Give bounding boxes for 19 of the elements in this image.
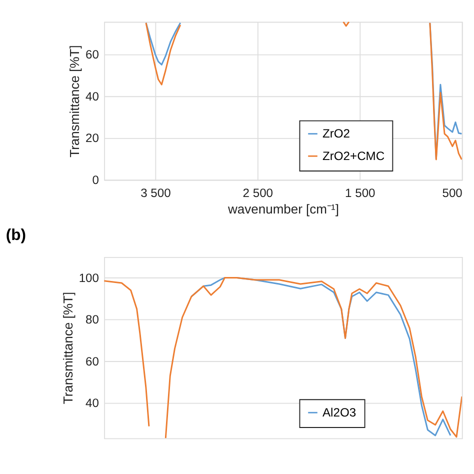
y-tick-label: 60 (86, 354, 100, 368)
y-axis-title: Transmittance [%T] (67, 45, 82, 158)
x-tick-label: 2 500 (242, 186, 274, 200)
x-axis-title: wavenumber [cm⁻¹] (227, 202, 339, 217)
legend-label: Al2O3 (322, 405, 356, 420)
y-tick-label: 0 (92, 172, 100, 187)
x-tick-label: 500 (442, 186, 463, 200)
legend-label: ZrO2 (322, 126, 350, 141)
y-tick-label: 40 (86, 396, 100, 410)
y-tick-label: 40 (86, 89, 100, 104)
y-tick-label: 80 (86, 312, 100, 327)
y-axis-title: Transmittance [%T] (60, 292, 76, 404)
y-tick-label: 60 (86, 47, 100, 62)
x-tick-label: 3 500 (140, 186, 172, 200)
chart-title: (b) (6, 227, 26, 244)
y-tick-label: 100 (78, 270, 100, 285)
x-tick-label: 1 500 (345, 186, 376, 200)
y-tick-label: 20 (86, 131, 100, 146)
legend-label: ZrO2+CMC (322, 148, 385, 163)
